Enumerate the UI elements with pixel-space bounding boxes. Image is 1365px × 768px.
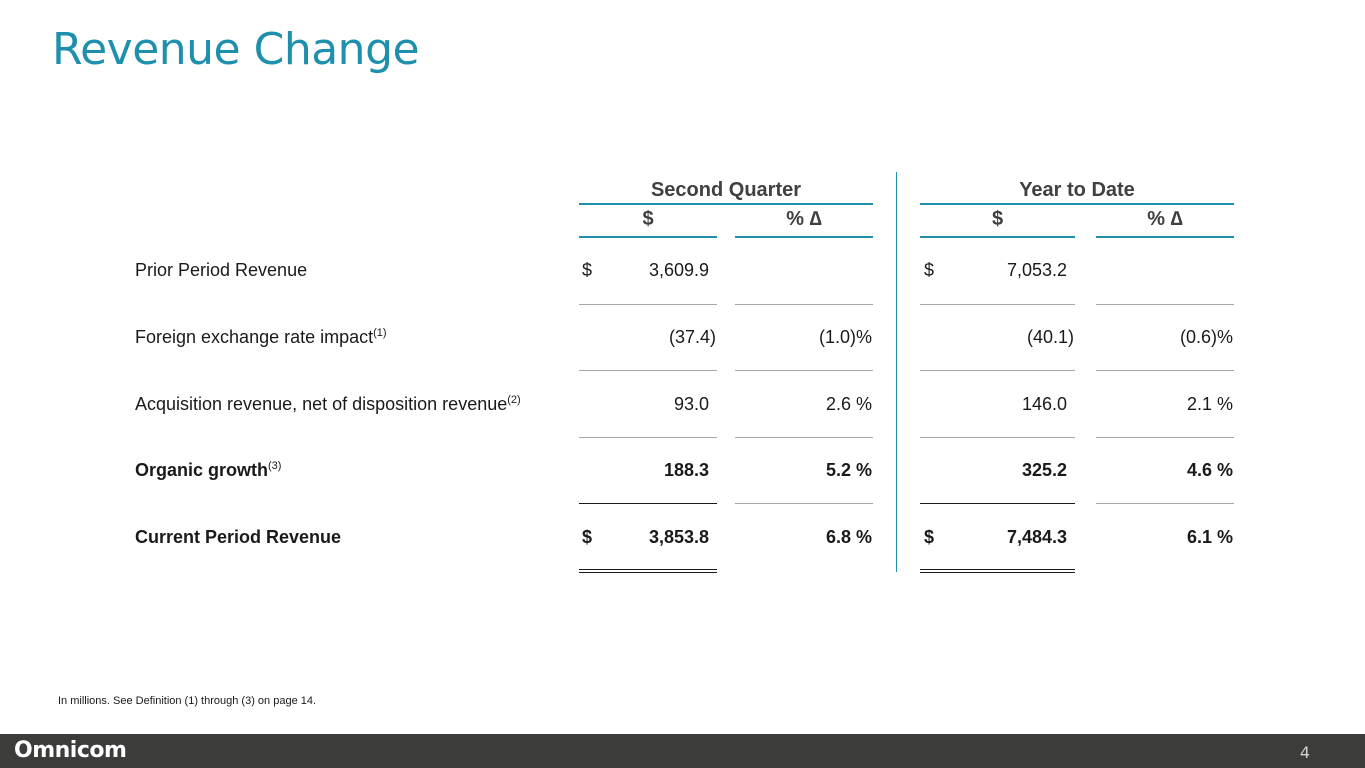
col-header-q2-dollar: $ [642, 208, 654, 230]
row-divider [735, 304, 873, 305]
ytd-currency-symbol: $ [924, 527, 935, 547]
col-header-q2-pct: % ∆ [786, 208, 822, 230]
omnicom-logo: Omnicom [14, 738, 127, 763]
footnote: In millions. See Definition (1) through … [58, 695, 317, 707]
ytd-value: (40.1) [1026, 327, 1074, 347]
q2-value: 93.0 [673, 394, 709, 414]
row-label-acquisition-revenue: Acquisition revenue, net of disposition … [135, 394, 521, 415]
row-label-text: Prior Period Revenue [135, 260, 308, 280]
row-divider [1096, 437, 1234, 438]
q2-pct: 6.8 % [825, 527, 872, 547]
row-divider [579, 304, 717, 305]
row-label-text: Foreign exchange rate impact [135, 327, 374, 347]
row-label-text: Acquisition revenue, net of disposition … [135, 394, 508, 414]
row-label-text: Organic growth [135, 460, 269, 480]
row-divider [920, 304, 1075, 305]
col-rule-ytd-pct [1096, 236, 1234, 238]
row-divider [579, 503, 717, 504]
total-double-rule [920, 569, 1075, 573]
ytd-currency-symbol: $ [924, 260, 935, 280]
row-divider [920, 370, 1075, 371]
row-divider [579, 437, 717, 438]
footer-bar: Omnicom 4 [0, 734, 1365, 768]
row-divider [920, 503, 1075, 504]
row-divider [1096, 370, 1234, 371]
total-double-rule [579, 569, 717, 573]
row-label-current-period-revenue: Current Period Revenue [135, 527, 341, 548]
col-header-ytd-pct: % ∆ [1147, 208, 1183, 230]
group-rule-year-to-date [920, 203, 1234, 205]
q2-currency-symbol: $ [582, 527, 593, 547]
q2-value: (37.4) [668, 327, 716, 347]
col-rule-ytd-dollar [920, 236, 1075, 238]
col-header-ytd-dollar: $ [991, 208, 1004, 230]
col-rule-q2-dollar [579, 236, 717, 238]
group-rule-second-quarter [579, 203, 873, 205]
page-number: 4 [1299, 743, 1310, 762]
q2-value: 188.3 [663, 460, 709, 480]
page-title: Revenue Change [52, 24, 420, 75]
row-divider [920, 437, 1075, 438]
row-divider [735, 437, 873, 438]
ytd-pct: 4.6 % [1186, 460, 1233, 480]
col-rule-q2-pct [735, 236, 873, 238]
row-label-footnote-ref: (3) [268, 460, 282, 472]
row-label-foreign-exchange: Foreign exchange rate impact(1) [135, 327, 387, 348]
row-label-footnote-ref: (1) [373, 327, 387, 339]
row-divider [1096, 503, 1234, 504]
q2-pct: 2.6 % [825, 394, 872, 414]
q2-pct: 5.2 % [825, 460, 872, 480]
row-divider [1096, 304, 1234, 305]
q2-value: 3,853.8 [648, 527, 709, 547]
row-divider [735, 503, 873, 504]
ytd-value: 146.0 [1021, 394, 1067, 414]
row-label-organic-growth: Organic growth(3) [135, 460, 281, 481]
row-divider [735, 370, 873, 371]
ytd-pct: 2.1 % [1186, 394, 1233, 414]
q2-pct: (1.0)% [818, 327, 872, 347]
group-header-year-to-date: Year to Date [1019, 179, 1135, 201]
row-label-footnote-ref: (2) [507, 394, 521, 406]
ytd-pct: (0.6)% [1179, 327, 1233, 347]
row-label-text: Current Period Revenue [135, 527, 342, 547]
q2-value: 3,609.9 [648, 260, 709, 280]
ytd-value: 7,484.3 [1006, 527, 1067, 547]
ytd-pct: 6.1 % [1186, 527, 1233, 547]
group-header-second-quarter: Second Quarter [650, 179, 802, 201]
ytd-value: 7,053.2 [1006, 260, 1067, 280]
row-label-prior-period-revenue: Prior Period Revenue [135, 260, 307, 281]
row-divider [579, 370, 717, 371]
ytd-value: 325.2 [1021, 460, 1067, 480]
section-divider [896, 172, 897, 572]
q2-currency-symbol: $ [582, 260, 593, 280]
